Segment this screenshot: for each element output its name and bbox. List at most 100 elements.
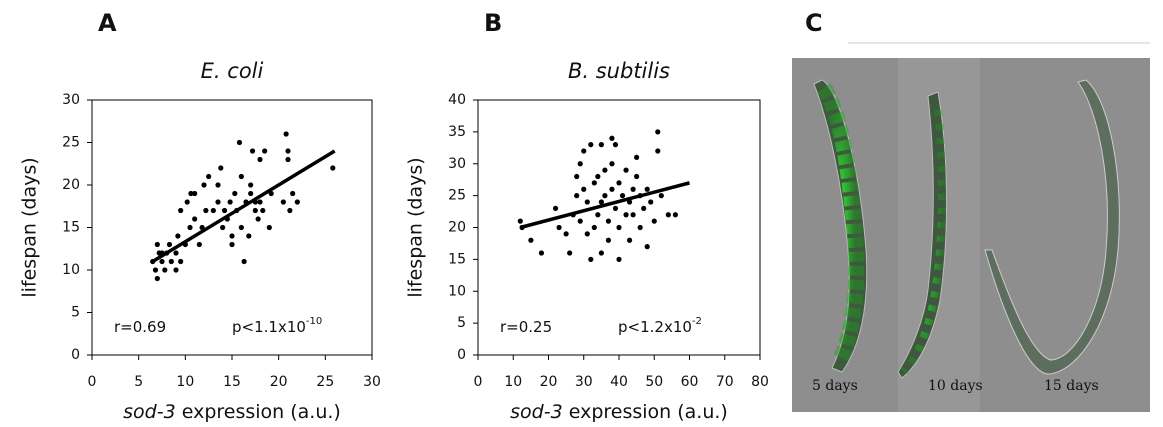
point: [229, 241, 235, 248]
point: [283, 131, 289, 137]
x-tick-label: 15: [223, 374, 241, 390]
x-tick-label: 0: [88, 374, 97, 390]
point: [246, 233, 252, 239]
point: [201, 182, 207, 188]
point: [229, 233, 235, 239]
panel-c: C 5 days 10 days 15 days: [792, 9, 1150, 412]
point: [609, 135, 615, 141]
point: [612, 205, 619, 211]
point: [154, 275, 160, 282]
x-tick-label: 5: [134, 374, 143, 390]
point: [227, 199, 233, 205]
point: [173, 250, 179, 256]
point: [290, 190, 296, 197]
point: [588, 256, 594, 262]
y-axis-label: lifespan (days): [405, 157, 427, 297]
point: [232, 190, 238, 197]
x-axis-label-italic: sod-3: [510, 401, 563, 423]
point: [595, 212, 601, 218]
point: [602, 167, 608, 173]
y-tick-label: 5: [71, 305, 80, 321]
point: [641, 205, 647, 211]
point: [616, 180, 622, 186]
annotation-text: p<1.2x10: [618, 318, 692, 336]
x-axis-label-italic: sod-3: [123, 401, 176, 423]
point: [616, 256, 622, 262]
point: [598, 250, 604, 256]
x-axis-label-rest: expression (a.u.): [563, 401, 728, 423]
point: [591, 224, 597, 231]
x-tick-label: 50: [645, 374, 663, 390]
point: [619, 193, 626, 199]
point: [517, 218, 523, 224]
chart-title: B. subtilis: [568, 59, 670, 83]
worm: [984, 79, 1120, 375]
point: [175, 233, 181, 239]
point: [609, 186, 615, 192]
point: [563, 231, 569, 237]
point: [655, 148, 661, 154]
point: [287, 207, 293, 214]
annotation: p<1.1x10-10: [232, 316, 322, 336]
y-tick-label: 30: [448, 156, 466, 172]
caption: 10 days: [928, 378, 983, 394]
point: [655, 129, 661, 135]
point: [260, 207, 266, 214]
panel-letter: C: [805, 9, 823, 37]
point: [644, 244, 650, 250]
x-axis-label-rest: expression (a.u.): [176, 401, 341, 423]
point: [192, 216, 198, 222]
point: [588, 142, 594, 148]
point: [162, 267, 168, 273]
point: [605, 237, 612, 243]
annotation-text: r=0.69: [114, 318, 166, 336]
point: [192, 190, 198, 197]
x-tick-label: 30: [363, 374, 381, 390]
point: [651, 218, 657, 224]
point: [257, 199, 263, 205]
point: [648, 199, 654, 205]
panel-letter: A: [98, 9, 117, 37]
fit-line: [151, 149, 336, 263]
point: [154, 241, 160, 248]
point: [577, 161, 583, 167]
y-axis-label: lifespan (days): [19, 157, 41, 297]
point: [294, 199, 300, 205]
y-tick-label: 40: [448, 92, 466, 108]
point: [248, 182, 254, 188]
point: [658, 193, 664, 199]
y-tick-label: 10: [448, 283, 466, 299]
x-axis-label: sod-3 expression (a.u.): [123, 401, 341, 423]
point: [634, 154, 640, 160]
caption: 15 days: [1044, 378, 1099, 394]
point: [556, 224, 562, 231]
annotation: p<1.2x10-2: [618, 316, 702, 336]
x-tick-label: 20: [270, 374, 288, 390]
point: [584, 231, 590, 237]
point: [248, 190, 254, 197]
point: [262, 148, 268, 154]
point: [595, 173, 601, 180]
point: [609, 161, 615, 167]
point: [616, 224, 622, 231]
point: [330, 165, 336, 171]
x-tick-label: 0: [474, 374, 483, 390]
y-tick-label: 0: [457, 347, 466, 363]
caption: 5 days: [812, 378, 858, 394]
point: [236, 139, 243, 146]
y-tick-label: 15: [62, 220, 80, 236]
point: [173, 267, 179, 273]
point: [634, 173, 640, 180]
point: [581, 148, 587, 154]
point: [623, 167, 629, 173]
point: [577, 218, 583, 224]
point: [252, 207, 258, 214]
x-tick-label: 10: [504, 374, 522, 390]
point: [215, 182, 221, 188]
point: [159, 258, 165, 265]
point: [168, 258, 174, 265]
y-tick-label: 0: [71, 347, 80, 363]
y-tick-label: 25: [62, 135, 80, 151]
point: [187, 224, 193, 231]
